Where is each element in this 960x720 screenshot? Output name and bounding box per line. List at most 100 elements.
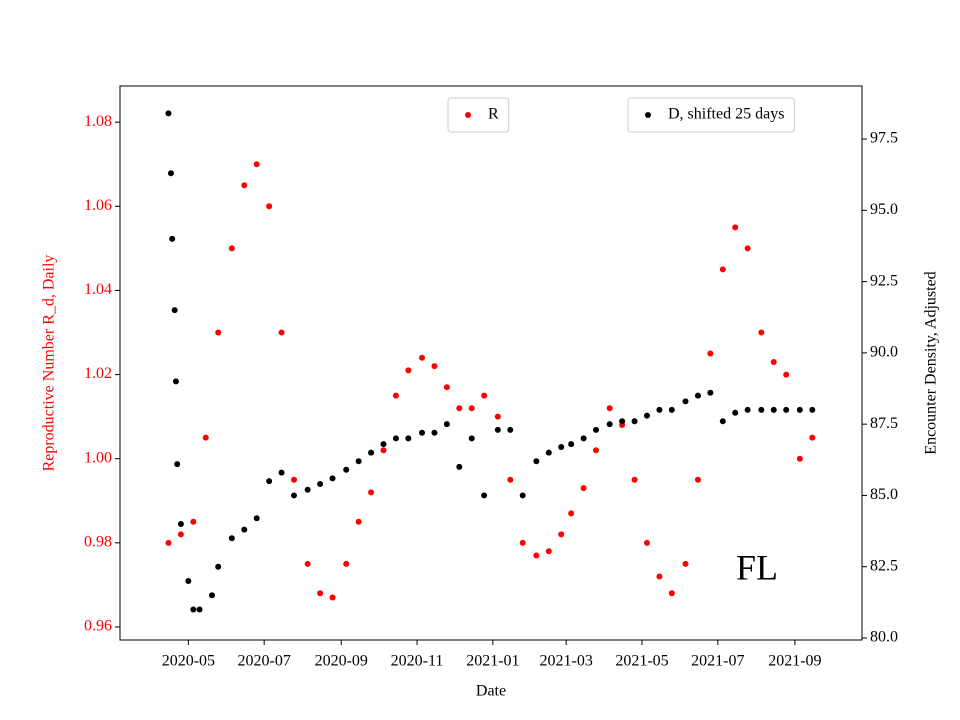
point (174, 461, 181, 468)
y-tick-label: 0.98 (84, 534, 112, 551)
point (443, 421, 450, 428)
x-axis-label: Date (476, 683, 506, 700)
point (392, 392, 399, 399)
point (770, 358, 777, 365)
point (519, 492, 526, 499)
point (368, 449, 375, 456)
point (196, 606, 203, 613)
point (317, 481, 324, 488)
point (656, 406, 663, 413)
point (694, 392, 701, 399)
y2-axis-label: Encounter Density, Adjusted (923, 271, 940, 454)
point (682, 398, 689, 405)
point (291, 492, 298, 499)
point (796, 406, 803, 413)
point (494, 426, 501, 433)
point (419, 429, 426, 436)
point (215, 329, 222, 336)
point (171, 307, 178, 314)
point (758, 406, 765, 413)
x-tick-label: 2021-03 (540, 653, 593, 670)
point (809, 406, 816, 413)
point (456, 405, 463, 412)
y2-tick-label: 85.0 (870, 486, 898, 503)
point (533, 552, 540, 559)
point (278, 329, 285, 336)
y2-tick-label: 90.0 (870, 344, 898, 361)
point (215, 563, 222, 570)
point (758, 329, 765, 336)
point (593, 447, 600, 454)
point (744, 406, 751, 413)
point (481, 392, 488, 399)
point (253, 515, 260, 522)
point (343, 466, 350, 473)
y-tick-label: 0.96 (84, 618, 112, 635)
point (643, 412, 650, 419)
point (568, 441, 575, 448)
point (291, 476, 298, 483)
legend-marker (465, 112, 471, 118)
y2-tick-label: 95.0 (870, 201, 898, 218)
point (392, 435, 399, 442)
legend-label: D, shifted 25 days (668, 106, 784, 123)
x-tick-label: 2020-11 (391, 653, 444, 670)
point (809, 434, 816, 441)
point (707, 350, 714, 357)
point (719, 418, 726, 425)
point (202, 434, 209, 441)
point (169, 235, 176, 242)
point (668, 406, 675, 413)
point (468, 435, 475, 442)
point (606, 405, 613, 412)
point (165, 539, 172, 546)
point (533, 458, 540, 465)
point (228, 535, 235, 542)
point (253, 161, 260, 168)
point (507, 426, 514, 433)
point (304, 486, 311, 493)
point (783, 371, 790, 378)
plot-frame (119, 85, 863, 641)
point (783, 406, 790, 413)
point (593, 426, 600, 433)
point (558, 531, 565, 538)
point (606, 421, 613, 428)
point (631, 476, 638, 483)
x-tick-label: 2020-05 (162, 653, 215, 670)
point (317, 590, 324, 597)
point (668, 590, 675, 597)
point (343, 560, 350, 567)
x-tick-label: 2020-07 (238, 653, 291, 670)
point (185, 577, 192, 584)
point (732, 224, 739, 231)
point (732, 409, 739, 416)
x-tick-label: 2021-05 (615, 653, 668, 670)
legend-label: R (488, 106, 499, 123)
point (656, 573, 663, 580)
point (329, 594, 336, 601)
point (682, 560, 689, 567)
point (228, 245, 235, 252)
point (694, 476, 701, 483)
point (558, 443, 565, 450)
point (329, 475, 336, 482)
point (631, 418, 638, 425)
point (266, 478, 273, 485)
point (208, 592, 215, 599)
point (507, 476, 514, 483)
point (468, 405, 475, 412)
point (619, 418, 626, 425)
x-tick-label: 2021-01 (466, 653, 519, 670)
point (278, 469, 285, 476)
point (405, 435, 412, 442)
y-tick-label: 1.06 (84, 197, 112, 214)
annotation: FL (736, 547, 778, 587)
point (165, 110, 172, 117)
point (545, 548, 552, 555)
point (519, 539, 526, 546)
point (770, 406, 777, 413)
y-tick-label: 1.04 (84, 281, 112, 298)
point (545, 449, 552, 456)
point (304, 560, 311, 567)
